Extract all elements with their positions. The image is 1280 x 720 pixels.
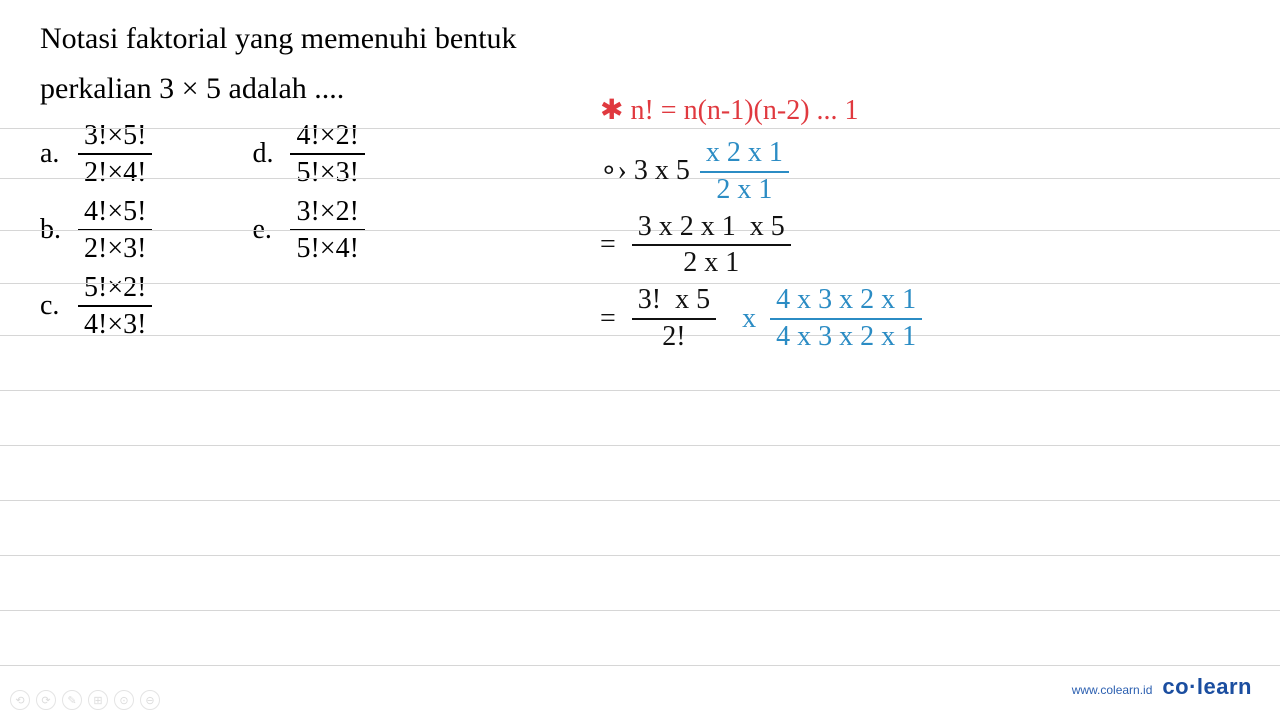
option-d-label: d. <box>252 138 276 170</box>
option-d: d. 4!×2! 5!×3! <box>252 118 364 190</box>
hw-step-3: = 3! x 5 2! x 4 x 3 x 2 x 1 4 x 3 x 2 x … <box>600 285 1260 353</box>
toolbar: ⟲ ⟳ ✎ ⊞ ⊙ ⊖ <box>10 690 160 710</box>
hw-step-3-fraction-2: 4 x 3 x 2 x 1 4 x 3 x 2 x 1 <box>770 285 922 353</box>
option-b-fraction: 4!×5! 2!×3! <box>78 194 152 266</box>
footer-logo: co·learn <box>1162 674 1252 700</box>
option-b: b. 4!×5! 2!×3! <box>40 194 152 266</box>
handwriting-work: ✱ n! = n(n-1)(n-2) ... 1 ∘› 3 x 5 x 2 x … <box>600 86 1260 353</box>
hw-step-1-fraction: x 2 x 1 2 x 1 <box>700 138 789 206</box>
option-d-fraction: 4!×2! 5!×3! <box>290 118 364 190</box>
hw-step-3-fraction-1: 3! x 5 2! <box>632 285 716 353</box>
option-a-fraction: 3!×5! 2!×4! <box>78 118 152 190</box>
hw-step-2-fraction: 3 x 2 x 1 x 5 2 x 1 <box>632 212 791 280</box>
option-b-label: b. <box>40 214 64 246</box>
option-a: a. 3!×5! 2!×4! <box>40 118 152 190</box>
option-c: c. 5!×2! 4!×3! <box>40 270 152 342</box>
question-line-1: Notasi faktorial yang memenuhi bentuk <box>40 18 1240 60</box>
option-e: e. 3!×2! 5!×4! <box>252 194 364 266</box>
option-c-fraction: 5!×2! 4!×3! <box>78 270 152 342</box>
footer-url: www.colearn.id <box>1072 683 1153 697</box>
undo-icon[interactable]: ⟲ <box>10 690 30 710</box>
hw-step-2: = 3 x 2 x 1 x 5 2 x 1 <box>600 212 1260 280</box>
pen-icon[interactable]: ✎ <box>62 690 82 710</box>
option-e-fraction: 3!×2! 5!×4! <box>290 194 364 266</box>
redo-icon[interactable]: ⟳ <box>36 690 56 710</box>
option-a-label: a. <box>40 138 64 170</box>
footer: www.colearn.id co·learn <box>1072 674 1252 700</box>
zoom-in-icon[interactable]: ⊙ <box>114 690 134 710</box>
option-e-label: e. <box>252 214 276 246</box>
hw-formula: ✱ n! = n(n-1)(n-2) ... 1 <box>600 86 1260 136</box>
zoom-out-icon[interactable]: ⊖ <box>140 690 160 710</box>
hw-step-1: ∘› 3 x 5 x 2 x 1 2 x 1 <box>600 138 1260 206</box>
option-c-label: c. <box>40 290 64 322</box>
grid-icon[interactable]: ⊞ <box>88 690 108 710</box>
